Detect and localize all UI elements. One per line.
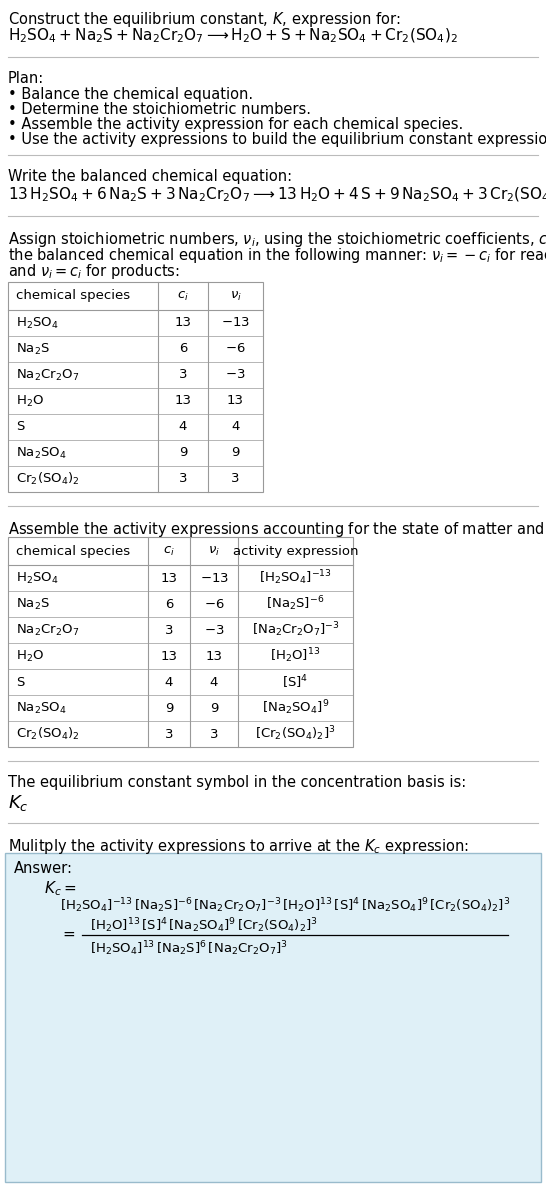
Text: 4: 4	[179, 420, 187, 433]
Text: $\mathrm{Na_2S}$: $\mathrm{Na_2S}$	[16, 596, 50, 611]
Text: $[\mathrm{H_2SO_4}]^{-13}\,[\mathrm{Na_2S}]^{-6}\,[\mathrm{Na_2Cr_2O_7}]^{-3}\,[: $[\mathrm{H_2SO_4}]^{-13}\,[\mathrm{Na_2…	[60, 896, 511, 915]
Text: $[\mathrm{H_2O}]^{13}$: $[\mathrm{H_2O}]^{13}$	[270, 647, 321, 666]
Text: 4: 4	[232, 420, 240, 433]
Text: $\mathrm{S}$: $\mathrm{S}$	[16, 675, 26, 688]
Text: 3: 3	[179, 368, 187, 381]
Text: $\mathrm{Cr_2(SO_4)_2}$: $\mathrm{Cr_2(SO_4)_2}$	[16, 726, 80, 742]
Text: $\mathrm{Cr_2(SO_4)_2}$: $\mathrm{Cr_2(SO_4)_2}$	[16, 471, 80, 487]
Text: $\nu_i$: $\nu_i$	[208, 545, 220, 558]
Text: $[\mathrm{H_2SO_4}]^{13}\,[\mathrm{Na_2S}]^{6}\,[\mathrm{Na_2Cr_2O_7}]^{3}$: $[\mathrm{H_2SO_4}]^{13}\,[\mathrm{Na_2S…	[90, 939, 288, 958]
Text: 3: 3	[179, 472, 187, 485]
Text: 13: 13	[175, 394, 192, 407]
Text: 3: 3	[165, 728, 173, 741]
Text: $\mathrm{H_2SO_4}$: $\mathrm{H_2SO_4}$	[16, 316, 58, 330]
Bar	[5, 853, 541, 1182]
Text: $-13$: $-13$	[199, 571, 228, 584]
Bar	[8, 537, 353, 747]
Text: 13: 13	[227, 394, 244, 407]
Text: $-13$: $-13$	[221, 317, 250, 330]
Text: $\mathrm{Na_2SO_4}$: $\mathrm{Na_2SO_4}$	[16, 445, 67, 461]
Text: $[\mathrm{Cr_2(SO_4)_2}]^{3}$: $[\mathrm{Cr_2(SO_4)_2}]^{3}$	[255, 724, 336, 743]
Text: Assemble the activity expressions accounting for the state of matter and $\nu_i$: Assemble the activity expressions accoun…	[8, 520, 546, 539]
Text: $=$: $=$	[60, 926, 76, 940]
Text: $-6$: $-6$	[204, 597, 224, 610]
Text: $\mathrm{Na_2Cr_2O_7}$: $\mathrm{Na_2Cr_2O_7}$	[16, 622, 79, 637]
Text: Write the balanced chemical equation:: Write the balanced chemical equation:	[8, 169, 292, 184]
Text: chemical species: chemical species	[16, 290, 130, 303]
Text: $[\mathrm{Na_2SO_4}]^{9}$: $[\mathrm{Na_2SO_4}]^{9}$	[262, 699, 329, 717]
Text: $\mathrm{H_2O}$: $\mathrm{H_2O}$	[16, 648, 44, 664]
Text: Assign stoichiometric numbers, $\nu_i$, using the stoichiometric coefficients, $: Assign stoichiometric numbers, $\nu_i$, …	[8, 230, 546, 249]
Text: $c_i$: $c_i$	[163, 545, 175, 558]
Text: $[\mathrm{Na_2S}]^{-6}$: $[\mathrm{Na_2S}]^{-6}$	[266, 595, 325, 614]
Text: the balanced chemical equation in the following manner: $\nu_i = -c_i$ for react: the balanced chemical equation in the fo…	[8, 246, 546, 265]
Text: $[\mathrm{H_2O}]^{13}\,[\mathrm{S}]^{4}\,[\mathrm{Na_2SO_4}]^{9}\,[\mathrm{Cr_2(: $[\mathrm{H_2O}]^{13}\,[\mathrm{S}]^{4}\…	[90, 916, 318, 934]
Text: $\mathrm{13\,H_2SO_4 + 6\,Na_2S + 3\,Na_2Cr_2O_7 \longrightarrow 13\,H_2O + 4\,S: $\mathrm{13\,H_2SO_4 + 6\,Na_2S + 3\,Na_…	[8, 186, 546, 204]
Text: Construct the equilibrium constant, $K$, expression for:: Construct the equilibrium constant, $K$,…	[8, 9, 401, 28]
Text: Plan:: Plan:	[8, 71, 44, 85]
Text: $K_c$: $K_c$	[8, 793, 28, 813]
Text: • Balance the chemical equation.: • Balance the chemical equation.	[8, 87, 253, 102]
Text: 4: 4	[165, 675, 173, 688]
Text: $\nu_i$: $\nu_i$	[229, 290, 241, 303]
Text: $[\mathrm{Na_2Cr_2O_7}]^{-3}$: $[\mathrm{Na_2Cr_2O_7}]^{-3}$	[252, 621, 339, 640]
Text: Answer:: Answer:	[14, 861, 73, 876]
Text: 13: 13	[175, 317, 192, 330]
Text: 9: 9	[210, 702, 218, 715]
Text: chemical species: chemical species	[16, 545, 130, 558]
Text: The equilibrium constant symbol in the concentration basis is:: The equilibrium constant symbol in the c…	[8, 775, 466, 791]
Text: activity expression: activity expression	[233, 545, 358, 558]
Text: $[\mathrm{S}]^{4}$: $[\mathrm{S}]^{4}$	[282, 673, 308, 691]
Text: Mulitply the activity expressions to arrive at the $K_c$ expression:: Mulitply the activity expressions to arr…	[8, 837, 469, 856]
Text: 9: 9	[165, 702, 173, 715]
Text: $\mathrm{S}$: $\mathrm{S}$	[16, 420, 26, 433]
Text: $\mathrm{Na_2SO_4}$: $\mathrm{Na_2SO_4}$	[16, 700, 67, 716]
Text: $c_i$: $c_i$	[177, 290, 189, 303]
Text: $\mathrm{Na_2Cr_2O_7}$: $\mathrm{Na_2Cr_2O_7}$	[16, 368, 79, 382]
Text: 6: 6	[179, 343, 187, 355]
Text: 6: 6	[165, 597, 173, 610]
Text: and $\nu_i = c_i$ for products:: and $\nu_i = c_i$ for products:	[8, 262, 180, 281]
Text: 9: 9	[179, 446, 187, 459]
Bar	[8, 283, 263, 491]
Text: 3: 3	[232, 472, 240, 485]
Text: 13: 13	[205, 649, 223, 662]
Text: $-3$: $-3$	[225, 368, 246, 381]
Text: $\mathrm{H_2SO_4}$: $\mathrm{H_2SO_4}$	[16, 571, 58, 585]
Text: $\mathrm{H_2O}$: $\mathrm{H_2O}$	[16, 393, 44, 408]
Text: $K_c =$: $K_c =$	[44, 880, 76, 897]
Text: 4: 4	[210, 675, 218, 688]
Text: 13: 13	[161, 649, 177, 662]
Text: $-6$: $-6$	[225, 343, 246, 355]
Text: $-3$: $-3$	[204, 623, 224, 636]
Text: 13: 13	[161, 571, 177, 584]
Text: 3: 3	[210, 728, 218, 741]
Text: • Use the activity expressions to build the equilibrium constant expression.: • Use the activity expressions to build …	[8, 132, 546, 147]
Text: • Assemble the activity expression for each chemical species.: • Assemble the activity expression for e…	[8, 118, 463, 132]
Text: 3: 3	[165, 623, 173, 636]
Text: 9: 9	[232, 446, 240, 459]
Text: $\mathrm{Na_2S}$: $\mathrm{Na_2S}$	[16, 342, 50, 356]
Text: $[\mathrm{H_2SO_4}]^{-13}$: $[\mathrm{H_2SO_4}]^{-13}$	[259, 569, 332, 588]
Text: • Determine the stoichiometric numbers.: • Determine the stoichiometric numbers.	[8, 102, 311, 118]
Text: $\mathrm{H_2SO_4 + Na_2S + Na_2Cr_2O_7 \longrightarrow H_2O + S + Na_2SO_4 + Cr_: $\mathrm{H_2SO_4 + Na_2S + Na_2Cr_2O_7 \…	[8, 27, 458, 45]
